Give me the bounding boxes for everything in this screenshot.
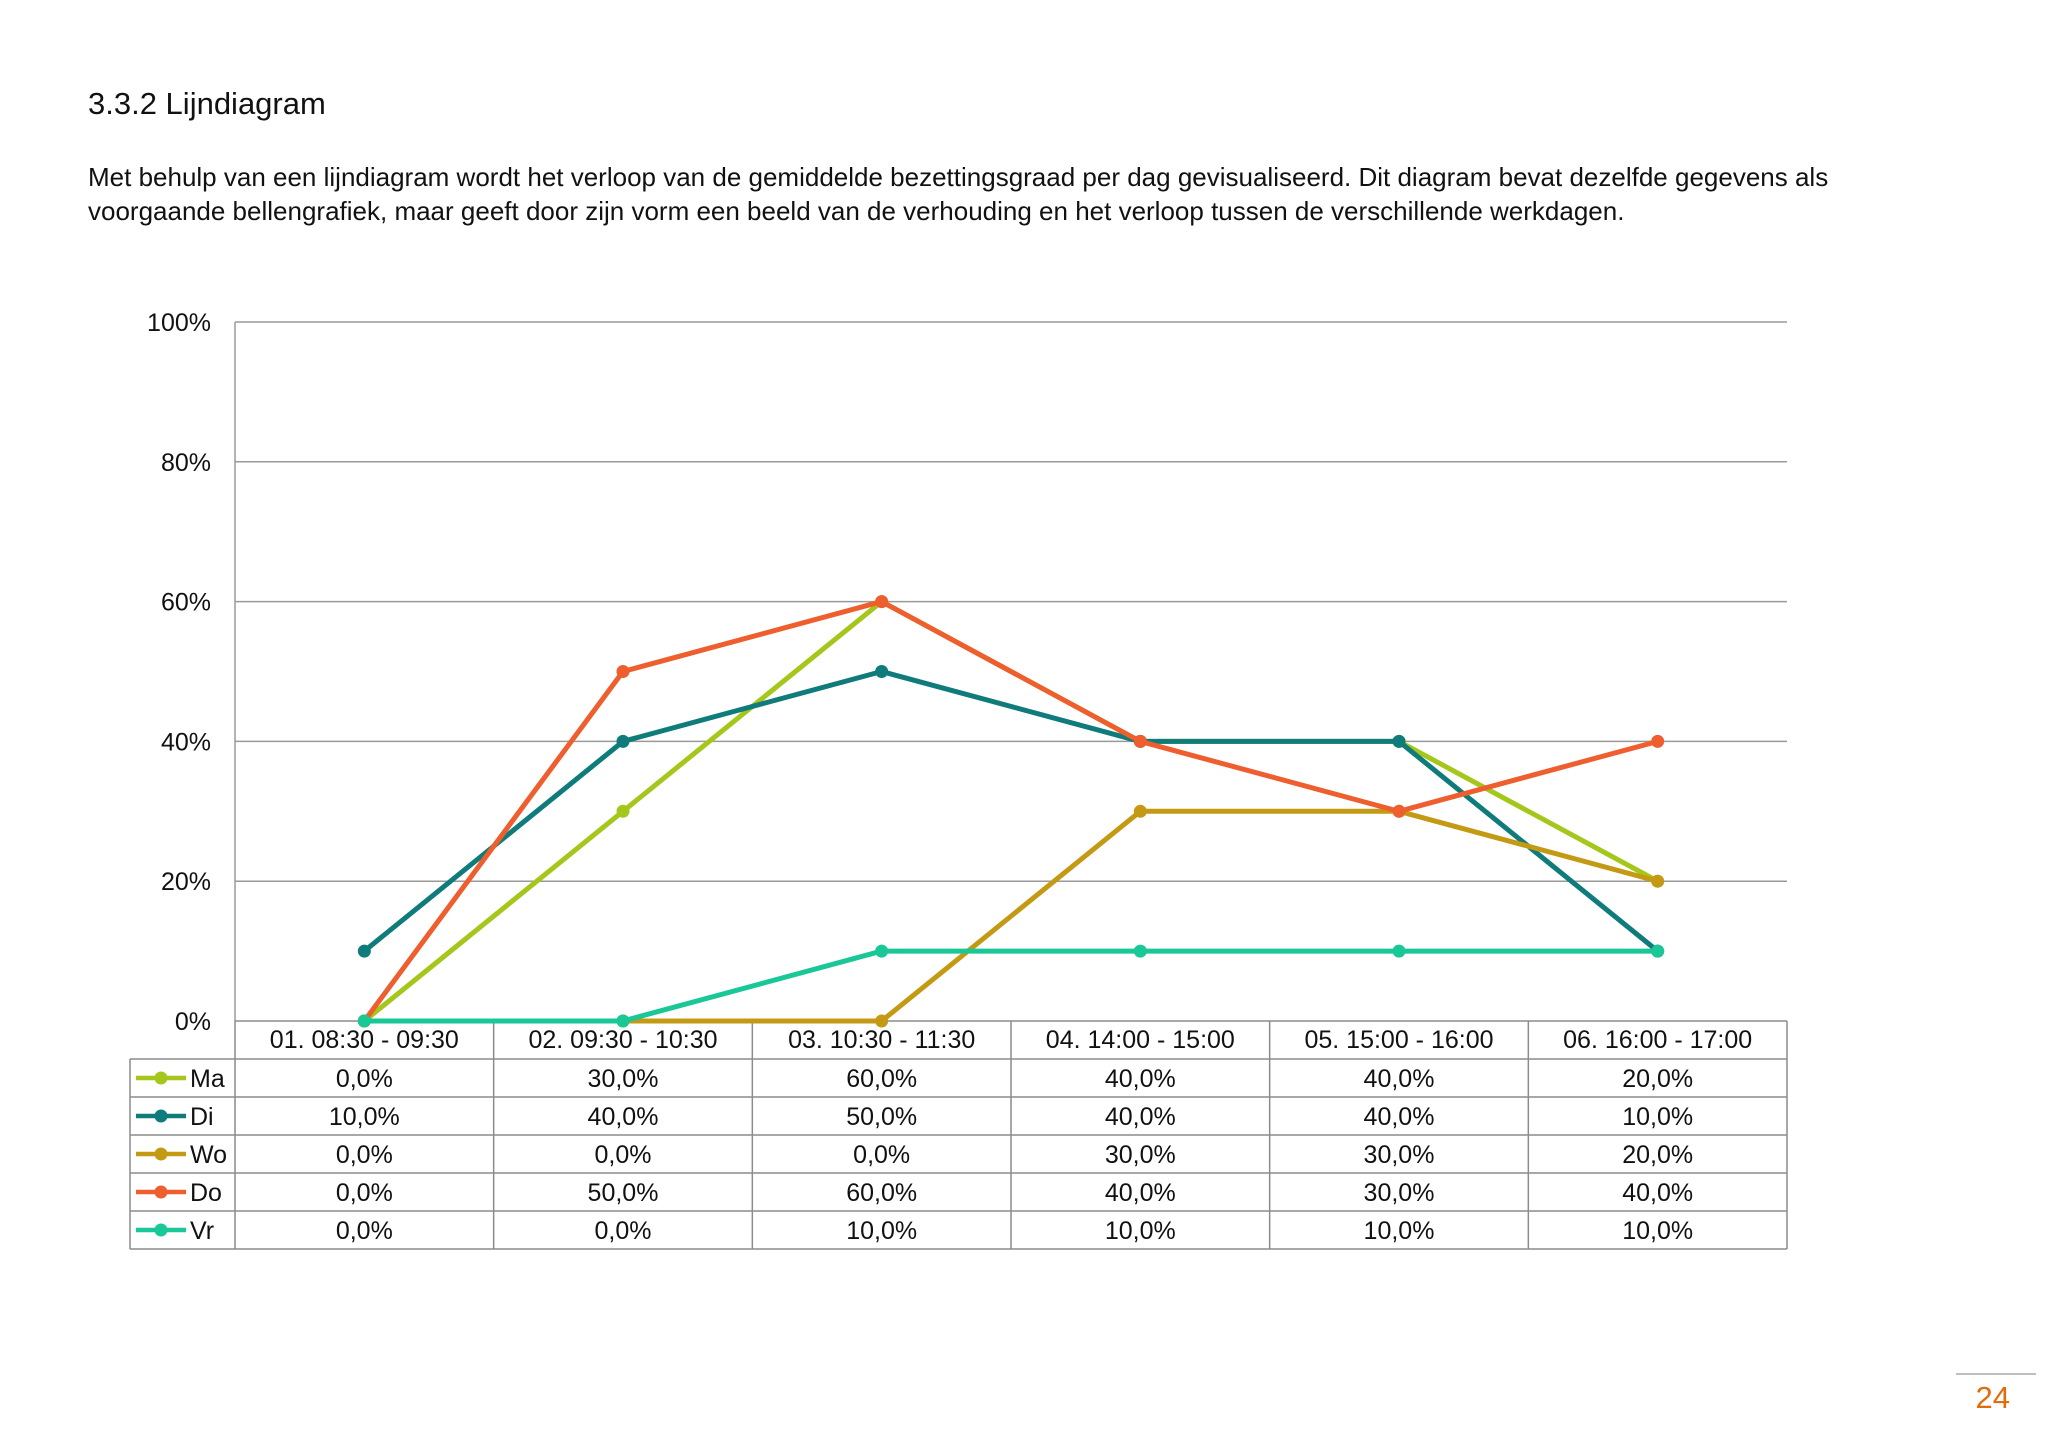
intro-paragraph: Met behulp van een lijndiagram wordt het… <box>88 162 1829 226</box>
table-value: 0,0% <box>336 1217 393 1245</box>
table-value: 0,0% <box>853 1141 910 1169</box>
table-value: 30,0% <box>588 1065 659 1093</box>
legend-label-wo: Wo <box>190 1141 227 1169</box>
legend-label-ma: Ma <box>190 1065 225 1093</box>
table-value: 40,0% <box>1105 1179 1176 1207</box>
page-number: 24 <box>1975 1380 2010 1415</box>
table-value: 0,0% <box>336 1141 393 1169</box>
x-category-label: 02. 09:30 - 10:30 <box>528 1026 717 1054</box>
data-point-do <box>616 665 630 678</box>
table-value: 40,0% <box>1364 1065 1435 1093</box>
x-category-label: 05. 15:00 - 16:00 <box>1304 1026 1493 1054</box>
table-value: 20,0% <box>1622 1141 1693 1169</box>
x-category-label: 06. 16:00 - 17:00 <box>1563 1026 1752 1054</box>
legend-marker-ma <box>154 1071 168 1085</box>
page-number-rule <box>1956 1373 2036 1375</box>
table-value: 30,0% <box>1105 1141 1176 1169</box>
series-line-vr <box>361 948 1661 1024</box>
series-line-di <box>361 669 1661 954</box>
data-point-do <box>1651 734 1665 748</box>
data-point-vr <box>875 944 889 958</box>
table-value: 0,0% <box>336 1065 393 1093</box>
table-value: 40,0% <box>1364 1103 1435 1131</box>
table-value: 60,0% <box>846 1065 917 1093</box>
table-value: 50,0% <box>846 1103 917 1131</box>
y-tick-label: 60% <box>161 589 211 617</box>
data-point-di <box>357 944 371 958</box>
section-heading: 3.3.2 Lijndiagram <box>88 86 326 121</box>
table-value: 0,0% <box>336 1179 393 1207</box>
data-point-wo <box>875 1014 889 1028</box>
table-value: 40,0% <box>588 1103 659 1131</box>
table-value: 30,0% <box>1364 1179 1435 1207</box>
table-value: 10,0% <box>1622 1103 1693 1131</box>
table-value: 0,0% <box>595 1217 652 1245</box>
y-tick-label: 40% <box>161 728 211 756</box>
data-point-vr <box>357 1014 371 1028</box>
data-point-wo <box>1133 804 1147 818</box>
table-value: 60,0% <box>846 1179 917 1207</box>
legend-marker-wo <box>154 1147 168 1161</box>
legend-marker-do <box>154 1185 168 1199</box>
table-value: 40,0% <box>1105 1065 1176 1093</box>
data-point-do <box>875 595 889 609</box>
y-tick-label: 0% <box>175 1008 211 1036</box>
data-point-di <box>1392 734 1406 748</box>
y-tick-label: 100% <box>147 309 211 337</box>
table-value: 30,0% <box>1364 1141 1435 1169</box>
series-line-wo <box>361 808 1661 1024</box>
data-point-do <box>1133 734 1147 748</box>
data-point-do <box>1392 804 1406 818</box>
legend-marker-di <box>154 1109 168 1123</box>
table-value: 40,0% <box>1105 1103 1176 1131</box>
data-point-vr <box>616 1014 630 1028</box>
data-point-vr <box>1651 944 1665 958</box>
legend-label-vr: Vr <box>190 1217 214 1245</box>
x-category-label: 03. 10:30 - 11:30 <box>788 1026 975 1054</box>
series-line-do <box>361 599 1661 1024</box>
legend-label-do: Do <box>190 1179 222 1207</box>
data-point-di <box>616 734 630 748</box>
legend-label-di: Di <box>190 1103 214 1131</box>
data-point-di <box>875 665 889 678</box>
table-value: 10,0% <box>1105 1217 1176 1245</box>
table-value: 50,0% <box>588 1179 659 1207</box>
table-value: 10,0% <box>846 1217 917 1245</box>
series-line-ma <box>361 599 1661 1024</box>
table-value: 10,0% <box>1364 1217 1435 1245</box>
table-value: 10,0% <box>329 1103 400 1131</box>
table-value: 20,0% <box>1622 1065 1693 1093</box>
data-point-ma <box>616 804 630 818</box>
x-category-label: 04. 14:00 - 15:00 <box>1046 1026 1235 1054</box>
data-point-vr <box>1133 944 1147 958</box>
y-tick-label: 20% <box>161 868 211 896</box>
table-value: 0,0% <box>595 1141 652 1169</box>
table-value: 10,0% <box>1622 1217 1693 1245</box>
data-point-vr <box>1392 944 1406 958</box>
data-point-wo <box>1651 874 1665 888</box>
x-category-label: 01. 08:30 - 09:30 <box>270 1026 459 1054</box>
table-value: 40,0% <box>1622 1179 1693 1207</box>
legend-marker-vr <box>154 1223 168 1237</box>
y-tick-label: 80% <box>161 449 211 477</box>
